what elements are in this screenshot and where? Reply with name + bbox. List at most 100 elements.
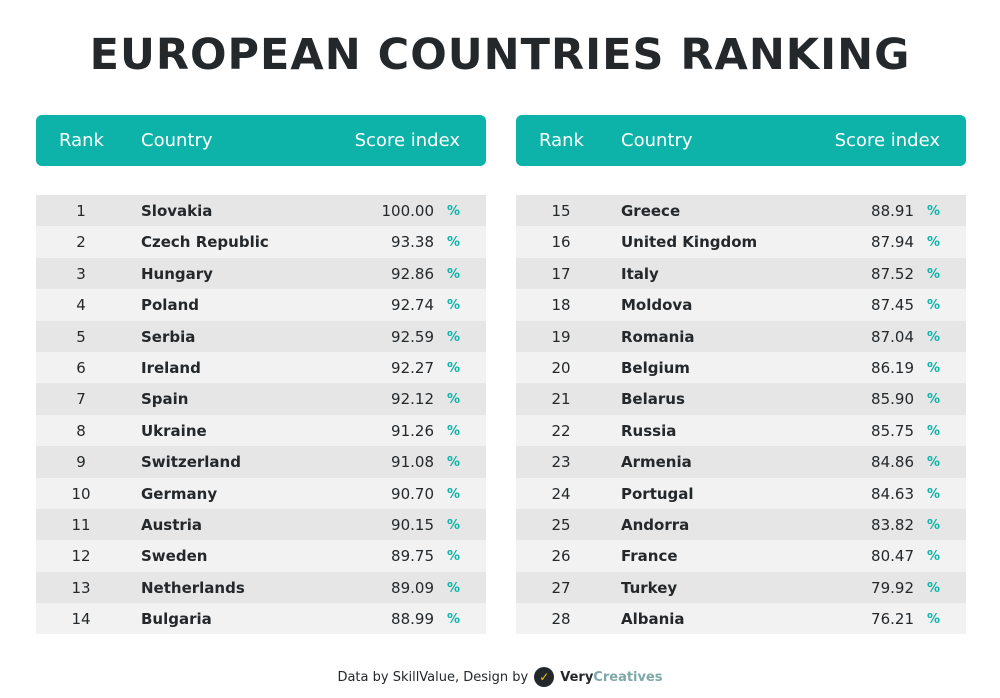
table-row: 26 France 80.47% [516,540,966,572]
country-cell: Romania [621,327,695,346]
table-body: 1 Slovakia 100.00% 2 Czech Republic 93.38% 3 Hu… [36,195,486,635]
score-cell: 92.59 [391,327,434,346]
score-cell: 80.47 [871,547,914,566]
percent-sign: % [446,455,460,471]
percent-sign: % [446,204,460,219]
table-row: 11 Austria 90.15% [36,508,486,541]
table-row: 12 Sweden 89.75% [36,540,486,572]
ranking-table-right: Rank Country Score index 15 Greece 88.91% 1… [516,115,966,635]
rank-cell: 22 [551,421,571,440]
rank-cell: 23 [551,453,571,472]
score-cell: 85.75 [871,421,914,440]
table-row: 16 United Kingdom 87.94% [516,226,966,258]
score-cell: 76.21 [871,610,914,629]
header-score: Score index [834,130,940,151]
score-cell: 87.52 [871,264,914,283]
percent-sign: % [926,517,940,533]
table-row: 7 Spain 92.12% [36,383,486,415]
rank-cell: 2 [76,233,86,252]
country-cell: Italy [621,264,659,283]
country-cell: Switzerland [141,453,241,472]
percent-sign: % [446,423,460,439]
rank-cell: 10 [71,484,91,503]
percent-sign: % [926,360,940,376]
brand-name-part2: Creatives [593,669,663,685]
country-cell: Bulgaria [141,610,212,629]
percent-sign: % [926,329,940,345]
rank-cell: 25 [551,515,571,534]
percent-sign: % [926,580,940,596]
header-country: Country [141,130,213,151]
rank-cell: 4 [76,296,86,315]
table-row: 14 Bulgaria 88.99% [36,603,486,635]
score-cell: 92.74 [391,296,434,315]
rank-cell: 5 [76,327,86,346]
country-cell: Serbia [141,327,196,346]
percent-sign: % [926,549,940,565]
table-row: 3 Hungary 92.86% [36,257,486,290]
percent-sign: % [926,392,940,408]
table-row: 18 Moldova 87.45% [516,289,966,321]
rank-cell: 6 [76,358,86,377]
table-row: 24 Portugal 84.63% [516,477,966,509]
country-cell: Germany [141,484,218,503]
country-cell: Greece [621,202,681,220]
table-row: 1 Slovakia 100.00% [36,195,486,227]
rank-cell: 9 [76,453,86,472]
v-check-logo-icon: ✓ [534,667,555,687]
score-cell: 100.00 [381,202,435,220]
score-cell: 89.75 [391,547,434,566]
table-row: 6 Ireland 92.27% [36,351,486,384]
rank-cell: 1 [76,202,86,220]
country-cell: United Kingdom [621,233,758,252]
rank-cell: 24 [551,484,571,503]
table-header: Rank Country Score index [516,115,966,166]
table-row: 9 Switzerland 91.08% [36,446,486,478]
table-row: 20 Belgium 86.19% [516,351,966,384]
percent-sign: % [446,329,460,345]
country-cell: Belgium [621,358,690,377]
rank-cell: 12 [71,547,91,566]
rank-cell: 3 [76,264,86,283]
percent-sign: % [926,455,940,471]
rank-cell: 17 [551,264,571,283]
score-cell: 87.45 [871,296,914,315]
country-cell: Austria [141,515,203,534]
header-score: Score index [354,130,460,151]
country-cell: Portugal [621,484,694,503]
table-row: 22 Russia 85.75% [516,414,966,447]
country-cell: Albania [621,610,685,629]
country-cell: Russia [621,421,677,440]
table-row: 21 Belarus 85.90% [516,383,966,415]
rank-cell: 16 [551,233,571,252]
rank-cell: 20 [551,358,571,377]
percent-sign: % [926,266,940,282]
country-cell: Andorra [621,515,690,534]
header-country: Country [621,130,693,151]
table-row: 5 Serbia 92.59% [36,320,486,352]
table-row: 17 Italy 87.52% [516,257,966,290]
percent-sign: % [446,266,460,282]
table-row: 23 Armenia 84.86% [516,446,966,478]
table-body: 15 Greece 88.91% 16 United Kingdom 87.94% 17 It… [516,195,966,635]
header-rank: Rank [59,130,104,151]
percent-sign: % [446,517,460,533]
rank-cell: 26 [551,547,571,566]
score-cell: 83.82 [871,515,914,534]
percent-sign: % [446,298,460,314]
percent-sign: % [446,360,460,376]
score-cell: 93.38 [391,233,434,252]
rank-cell: 14 [71,610,91,629]
percent-sign: % [926,423,940,439]
table-header: Rank Country Score index [36,115,486,166]
table-row: 15 Greece 88.91% [516,195,966,227]
score-cell: 84.63 [871,484,914,503]
country-cell: Sweden [141,547,208,566]
rank-cell: 15 [551,202,571,220]
rank-cell: 27 [551,578,571,597]
country-cell: Moldova [621,296,693,315]
percent-sign: % [926,612,940,628]
score-cell: 90.15 [391,515,434,534]
percent-sign: % [926,298,940,314]
country-cell: Ukraine [141,421,207,440]
